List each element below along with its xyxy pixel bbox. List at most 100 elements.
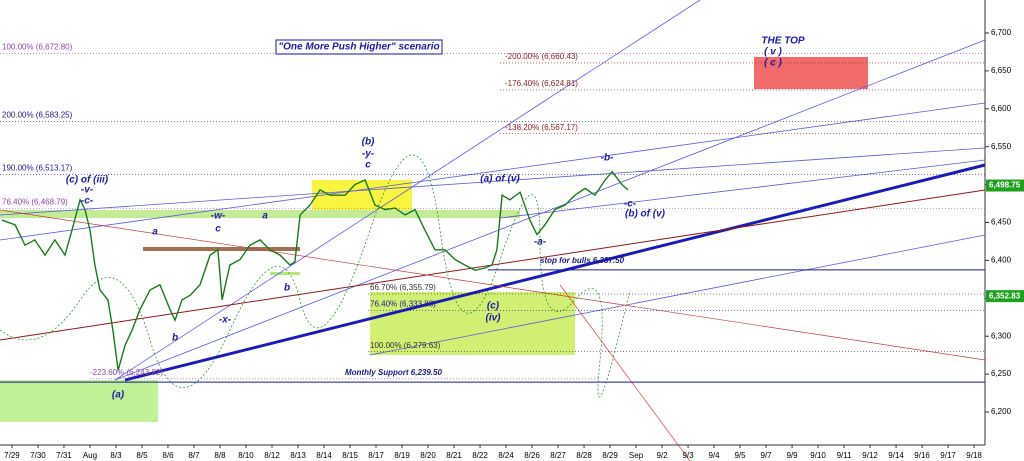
price-line [1, 170, 629, 371]
y-tick-label: 6,650 [991, 66, 1012, 75]
trendline [0, 209, 986, 361]
price-marker-label: 6,352.83 [989, 291, 1021, 300]
level-label: 76.40% (6,333.83) [370, 300, 436, 309]
y-tick-label: 6,550 [991, 142, 1012, 151]
x-tick-label: 8/8 [214, 451, 226, 460]
x-tick-label: 9/2 [656, 451, 668, 460]
x-tick-label: 8/3 [110, 451, 122, 460]
x-tick-label: 9/14 [888, 451, 904, 460]
x-tick-label: 8/22 [472, 451, 488, 460]
x-tick-label: 8/29 [602, 451, 618, 460]
trendline [114, 0, 701, 381]
x-tick-label: 8/10 [238, 451, 254, 460]
shaded-zones [0, 57, 868, 422]
level-label: 200.00% (6,583.25) [2, 111, 73, 120]
x-tick-label: 9/5 [734, 451, 746, 460]
level-label: 100.00% (6,279.63) [370, 341, 441, 350]
y-tick-label: 6,250 [991, 369, 1012, 378]
x-tick-label: 9/16 [914, 451, 930, 460]
annotation: a [152, 227, 158, 238]
level-label: -138.20% (6,567.17) [505, 123, 578, 132]
y-tick-label: 6,450 [991, 218, 1012, 227]
x-tick-label: 8/27 [550, 451, 566, 460]
zone [0, 210, 520, 218]
level-label: 66.70% (6,355.79) [370, 283, 436, 292]
annotation: ( c ) [764, 58, 782, 69]
zone [143, 247, 300, 251]
annotation: -x- [219, 315, 232, 326]
zone [0, 380, 158, 422]
level-label: -176.40% (6,624.81) [505, 79, 578, 88]
level-label: 76.40% (6,468.79) [2, 197, 68, 206]
x-tick-label: 8/20 [420, 451, 436, 460]
trendline [559, 284, 691, 461]
x-tick-label: 8/15 [342, 451, 358, 460]
trendline [0, 102, 986, 241]
trendline [0, 147, 986, 216]
x-tick-label: 9/9 [786, 451, 798, 460]
y-tick-label: 6,300 [991, 331, 1012, 340]
trendline [114, 39, 986, 381]
trendline [369, 234, 986, 356]
annotation: THE TOP [761, 36, 804, 47]
annotation: (b) [362, 137, 375, 148]
x-tick-label: 8/12 [264, 451, 280, 460]
x-tick-label: 9/3 [682, 451, 694, 460]
y-tick-label: 6,400 [991, 256, 1012, 265]
level-label: 100.00% (6,672.80) [2, 43, 73, 52]
x-tick-label: 9/12 [862, 451, 878, 460]
trendlines [0, 0, 986, 461]
x-tick-label: Sep [629, 451, 644, 460]
x-tick-label: 8/7 [188, 451, 200, 460]
annotation: c [215, 224, 221, 235]
annotation: -b- [601, 153, 614, 164]
x-tick-label: 7/31 [56, 451, 72, 460]
annotation: -c- [81, 196, 94, 207]
annotation: -c- [624, 199, 637, 210]
price-marker [986, 179, 1024, 192]
trendline [124, 163, 986, 382]
x-tick-label: 9/4 [708, 451, 720, 460]
annotation: b [284, 283, 290, 294]
annotation: -a- [534, 237, 547, 248]
annotation: b [172, 333, 178, 344]
x-tick-label: 9/18 [966, 451, 982, 460]
x-tick-label: 8/26 [524, 451, 540, 460]
scenario-box [275, 39, 443, 55]
annotation: (c) of (iii) [66, 175, 109, 186]
price-marker [986, 290, 1024, 303]
x-tick-label: 8/17 [368, 451, 384, 460]
x-tick-label: 8/28 [576, 451, 592, 460]
zone [370, 292, 575, 355]
annotation: -v- [81, 185, 94, 196]
level-label: stop for bulls 6,387.50 [540, 256, 625, 265]
x-tick-label: 8/6 [162, 451, 174, 460]
annotation: (b) of (v) [625, 209, 666, 220]
x-tick-label: 8/5 [136, 451, 148, 460]
y-tick-label: 6,600 [991, 104, 1012, 113]
x-tick-label: 7/29 [4, 451, 20, 460]
level-label: Monthly Support 6,239.50 [345, 368, 442, 377]
level-label: 190.00% (6,513.17) [2, 164, 73, 173]
price-marker-label: 6,498.75 [989, 181, 1021, 190]
x-tick-label: 8/14 [316, 451, 332, 460]
annotation: c [365, 160, 371, 171]
annotation: (c) [487, 301, 500, 312]
x-tick-label: 9/10 [810, 451, 826, 460]
x-tick-label: 9/17 [940, 451, 956, 460]
annotation: -y- [362, 149, 375, 160]
y-tick-label: 6,700 [991, 28, 1012, 37]
x-tick-label: 9/11 [837, 451, 853, 460]
trendline [499, 159, 986, 219]
zone [754, 57, 868, 89]
annotation: ( v ) [764, 47, 782, 58]
level-label: -223.60% (6,243.82) [90, 368, 163, 377]
annotation: -w- [211, 211, 226, 222]
annotation: "One More Push Higher" scenario [278, 42, 439, 53]
x-tick-label: 8/13 [290, 451, 306, 460]
x-tick-label: Aug [83, 451, 97, 460]
x-tick-label: 9/7 [760, 451, 772, 460]
y-tick-label: 6,200 [991, 407, 1012, 416]
x-tick-label: 8/19 [394, 451, 410, 460]
